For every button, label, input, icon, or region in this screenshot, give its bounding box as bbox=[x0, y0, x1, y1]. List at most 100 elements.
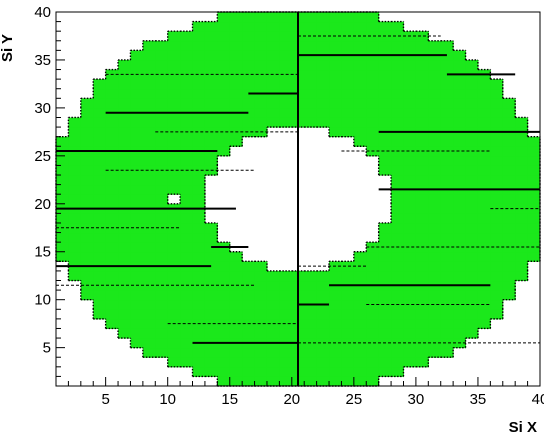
active-cell bbox=[254, 98, 268, 109]
active-cell bbox=[130, 59, 144, 71]
active-cell bbox=[378, 232, 392, 243]
active-cell bbox=[142, 88, 156, 99]
active-cell bbox=[180, 194, 194, 205]
active-cell bbox=[527, 194, 541, 205]
active-cell bbox=[204, 21, 218, 32]
active-cell bbox=[378, 59, 392, 71]
active-cell bbox=[490, 175, 504, 186]
active-cell bbox=[105, 194, 119, 205]
active-cell bbox=[279, 270, 293, 282]
active-cell bbox=[204, 309, 218, 320]
active-cell bbox=[403, 59, 417, 71]
active-cell bbox=[80, 136, 94, 147]
active-cell bbox=[403, 136, 417, 147]
active-cell bbox=[428, 40, 442, 51]
active-cell bbox=[353, 59, 367, 71]
active-cell bbox=[316, 347, 330, 358]
active-cell bbox=[56, 165, 69, 176]
active-cell bbox=[266, 98, 280, 109]
active-cell bbox=[242, 366, 256, 377]
active-cell bbox=[266, 59, 280, 71]
active-cell bbox=[403, 222, 417, 234]
active-cell bbox=[254, 31, 268, 42]
active-cell bbox=[403, 117, 417, 128]
active-cell bbox=[341, 261, 355, 272]
active-cell bbox=[229, 290, 243, 301]
active-cell bbox=[279, 40, 293, 51]
active-cell bbox=[341, 127, 355, 138]
active-cell bbox=[465, 318, 479, 329]
active-cell bbox=[142, 59, 156, 71]
active-cell bbox=[428, 213, 442, 224]
active-cell bbox=[391, 290, 404, 301]
active-cell bbox=[515, 213, 529, 224]
active-cell bbox=[477, 136, 491, 147]
active-cell bbox=[56, 136, 69, 147]
active-cell bbox=[527, 146, 541, 157]
active-cell bbox=[428, 98, 442, 109]
active-cell bbox=[93, 98, 107, 109]
active-cell bbox=[465, 107, 479, 118]
active-cell bbox=[167, 69, 181, 80]
active-cell bbox=[366, 347, 380, 358]
active-cell bbox=[453, 261, 467, 272]
active-cell bbox=[68, 251, 82, 262]
active-cell bbox=[477, 213, 491, 224]
active-cell bbox=[353, 347, 367, 358]
active-cell bbox=[254, 40, 268, 51]
active-cell bbox=[68, 155, 82, 166]
active-cell bbox=[391, 328, 404, 339]
active-cell bbox=[118, 184, 131, 195]
active-cell bbox=[353, 117, 367, 128]
active-cell bbox=[515, 270, 529, 282]
active-cell bbox=[453, 251, 467, 262]
active-cell bbox=[68, 232, 82, 243]
active-cell bbox=[229, 12, 243, 23]
active-cell bbox=[403, 146, 417, 157]
plot-frame bbox=[55, 11, 541, 387]
active-cell bbox=[229, 50, 243, 61]
active-cell bbox=[329, 127, 342, 138]
active-cell bbox=[155, 290, 169, 301]
active-cell bbox=[428, 117, 442, 128]
active-cell bbox=[93, 155, 107, 166]
active-cell bbox=[105, 309, 119, 320]
active-cell bbox=[403, 203, 417, 214]
active-cell bbox=[192, 165, 206, 176]
active-cell bbox=[229, 328, 243, 339]
x-tick-label: 30 bbox=[408, 391, 425, 408]
active-cell bbox=[180, 299, 194, 310]
active-cell bbox=[391, 59, 404, 71]
active-cell bbox=[415, 155, 429, 166]
active-cell bbox=[229, 357, 243, 368]
active-cell bbox=[56, 184, 69, 195]
active-cell bbox=[329, 347, 342, 358]
active-cell bbox=[229, 40, 243, 51]
active-cell bbox=[378, 88, 392, 99]
active-cell bbox=[527, 175, 541, 186]
active-cell bbox=[105, 270, 119, 282]
active-cell bbox=[130, 232, 144, 243]
active-cell bbox=[304, 280, 318, 291]
active-cell bbox=[490, 79, 504, 90]
active-cell bbox=[180, 59, 194, 71]
active-cell bbox=[204, 79, 218, 90]
active-cell bbox=[378, 222, 392, 234]
active-cell bbox=[415, 31, 429, 42]
active-cell bbox=[155, 194, 169, 205]
active-cell bbox=[180, 242, 194, 253]
active-cell bbox=[155, 40, 169, 51]
active-cell bbox=[502, 232, 516, 243]
active-cell bbox=[130, 299, 144, 310]
active-cell bbox=[279, 290, 293, 301]
active-cell bbox=[279, 376, 293, 387]
active-cell bbox=[105, 98, 119, 109]
active-cell bbox=[192, 213, 206, 224]
active-cell bbox=[142, 175, 156, 186]
active-cell bbox=[391, 222, 404, 234]
active-cell bbox=[155, 270, 169, 282]
active-cell bbox=[155, 318, 169, 329]
active-cell bbox=[353, 88, 367, 99]
active-cell bbox=[167, 175, 181, 186]
active-cell bbox=[453, 318, 467, 329]
